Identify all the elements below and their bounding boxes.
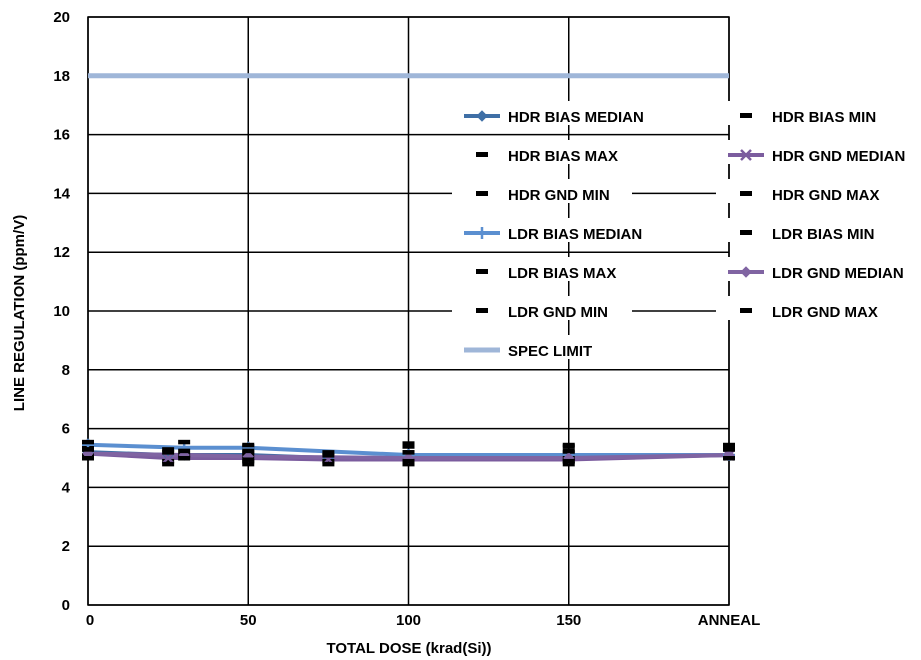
data-point: [723, 447, 735, 452]
legend-entry: HDR BIAS MEDIAN: [452, 101, 644, 126]
legend-label: HDR GND MIN: [508, 187, 610, 204]
legend-swatch: [476, 152, 488, 157]
data-point: [162, 447, 175, 452]
legend-label: LDR BIAS MIN: [772, 226, 875, 243]
data-point: [322, 450, 335, 455]
y-tick-label: 8: [62, 362, 70, 379]
data-point: [242, 461, 255, 467]
legend-swatch: [476, 308, 488, 313]
legend-marker: [476, 227, 488, 239]
data-point: [242, 442, 255, 448]
data-point: [562, 442, 575, 448]
axis-ticks: 0 2 4 6 8 10 12 14 16 18 20 0 50 100 150 ANNEAL: [53, 9, 760, 629]
data-point: [562, 461, 575, 467]
legend-entry: HDR BIAS MAX: [452, 140, 632, 165]
data-point: [178, 448, 191, 454]
data-point: [82, 439, 94, 445]
legend-label: LDR GND MEDIAN: [772, 265, 904, 282]
y-tick-label: 0: [62, 597, 70, 614]
legend-entry: LDR BIAS MIN: [716, 218, 896, 243]
legend-entry: LDR GND MAX: [716, 296, 896, 321]
data-point: [178, 456, 191, 461]
y-axis-label: LINE REGULATION (ppm/V): [11, 215, 28, 411]
legend-label: LDR BIAS MEDIAN: [508, 226, 642, 243]
data-point: [402, 458, 415, 464]
x-tick-label: 50: [240, 612, 257, 629]
legend-swatch: [740, 230, 752, 235]
legend-swatch: [740, 308, 752, 313]
data-point: [162, 450, 175, 455]
data-point: [322, 461, 335, 467]
legend-label: HDR GND MEDIAN: [772, 148, 905, 165]
data-point: [162, 458, 175, 464]
x-tick-label: ANNEAL: [698, 612, 761, 629]
legend-entry: LDR BIAS MEDIAN: [452, 218, 642, 243]
legend-entry: LDR GND MIN: [452, 296, 632, 321]
legend-marker: [740, 266, 752, 278]
legend-swatch: [476, 269, 488, 274]
data-point: [562, 448, 575, 454]
data-point: [322, 453, 335, 458]
data-point: [402, 461, 415, 467]
grid: [87, 16, 730, 606]
y-tick-label: 20: [53, 9, 70, 26]
legend-marker: [476, 110, 488, 122]
data-point: [82, 447, 94, 452]
y-tick-label: 6: [62, 421, 70, 438]
legend: HDR BIAS MEDIAN HDR BIAS MIN HDR BIAS MAX H…: [452, 101, 905, 360]
legend-label: LDR GND MIN: [508, 304, 608, 321]
y-tick-label: 10: [53, 303, 70, 320]
legend-label: HDR GND MAX: [772, 187, 880, 204]
data-point: [242, 448, 255, 454]
y-tick-label: 12: [53, 244, 70, 261]
data-point: [723, 442, 735, 448]
y-tick-label: 14: [53, 185, 70, 202]
x-axis-label: TOTAL DOSE (krad(Si)): [326, 640, 491, 657]
legend-swatch: [740, 113, 752, 118]
legend-entry: HDR GND MEDIAN: [716, 140, 905, 165]
data-point: [82, 456, 94, 461]
data-point: [402, 450, 415, 455]
data-point: [402, 444, 415, 449]
x-tick-label: 0: [86, 612, 94, 629]
data-point: [402, 441, 415, 446]
legend-entry: LDR GND MEDIAN: [716, 257, 904, 282]
data-point: [242, 457, 255, 462]
legend-label: HDR BIAS MIN: [772, 109, 876, 126]
legend-label: LDR GND MAX: [772, 304, 878, 321]
legend-swatch: [476, 191, 488, 196]
x-tick-label: 100: [396, 612, 421, 629]
legend-entry-bg: [452, 335, 632, 359]
y-tick-label: 4: [62, 479, 71, 496]
y-tick-label: 2: [62, 538, 70, 555]
data-point: [723, 456, 735, 461]
data-point: [178, 439, 191, 445]
data-point: [562, 458, 575, 464]
legend-label: SPEC LIMIT: [508, 343, 592, 360]
y-tick-label: 16: [53, 127, 70, 144]
legend-entry-bg: [716, 140, 896, 164]
markers: [82, 438, 735, 467]
legend-entry: HDR GND MAX: [716, 179, 896, 204]
legend-entry: HDR BIAS MIN: [716, 101, 896, 126]
legend-entry: LDR BIAS MAX: [452, 257, 632, 282]
x-tick-label: 150: [556, 612, 581, 629]
legend-marker: [740, 149, 752, 161]
legend-swatch: [740, 191, 752, 196]
data-point: [162, 452, 175, 464]
legend-label: HDR BIAS MEDIAN: [508, 109, 644, 126]
legend-entry: SPEC LIMIT: [452, 335, 632, 360]
legend-label: HDR BIAS MAX: [508, 148, 618, 165]
legend-label: LDR BIAS MAX: [508, 265, 616, 282]
legend-entry: HDR GND MIN: [452, 179, 632, 204]
y-tick-label: 18: [53, 68, 70, 85]
data-point: [162, 461, 175, 467]
